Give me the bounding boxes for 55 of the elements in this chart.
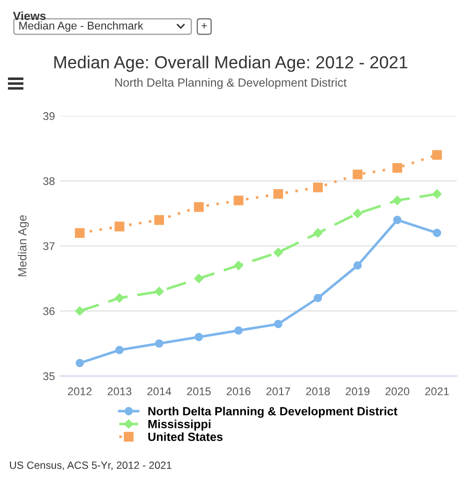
y-tick-label: 39	[43, 112, 55, 120]
y-tick-label: 37	[43, 242, 55, 250]
point	[274, 320, 282, 328]
point	[234, 196, 244, 206]
legend-label: United States	[148, 432, 223, 442]
y-tick-label: 38	[43, 177, 55, 186]
point	[234, 260, 244, 270]
x-tick-label: 2019	[346, 387, 370, 396]
text: Views	[12, 11, 46, 20]
point	[76, 358, 84, 368]
text: US Census, ACS 5-Yr, 2012 - 2021	[10, 462, 172, 470]
x-tick-label: 2018	[306, 387, 330, 396]
x-tick-label: 2012	[68, 387, 92, 396]
point	[352, 170, 362, 180]
point	[273, 189, 284, 199]
x-tick-label: 2017	[266, 387, 290, 396]
point	[154, 339, 164, 348]
point	[392, 163, 402, 173]
point	[74, 228, 85, 238]
y-tick-label: 35	[43, 372, 55, 380]
point	[352, 208, 362, 218]
point	[274, 248, 283, 258]
point	[194, 274, 204, 284]
chart-title: Median Age: Overall Median Age: 2012 - 2021	[54, 56, 408, 72]
x-tick-label: 2021	[425, 387, 449, 396]
x-tick-label: 2014	[147, 387, 172, 396]
point	[194, 202, 204, 212]
y-axis-title: Median Age	[18, 215, 29, 276]
point	[314, 294, 322, 302]
point	[194, 332, 204, 342]
point	[393, 216, 402, 224]
text: +	[202, 23, 207, 28]
x-tick-label: 2016	[226, 387, 250, 396]
point	[154, 286, 164, 296]
point	[432, 228, 442, 238]
legend-label: North Delta Planning & Development District	[148, 406, 398, 418]
point	[114, 222, 124, 232]
chart-subtitle: North Delta Planning & Development District	[115, 78, 347, 90]
point	[75, 306, 84, 316]
x-tick-label: 2015	[187, 387, 211, 396]
point	[313, 182, 323, 192]
point	[432, 189, 442, 199]
legend-label: Mississippi	[148, 420, 210, 431]
point	[392, 196, 402, 206]
point	[114, 293, 124, 303]
y-tick-label: 36	[43, 307, 55, 316]
point	[313, 228, 323, 238]
text: Median Age - Benchmark	[19, 21, 144, 32]
x-tick-label: 2020	[386, 387, 410, 396]
point	[115, 346, 124, 354]
x-tick-label: 2013	[108, 387, 132, 396]
point	[353, 261, 362, 270]
point	[234, 326, 243, 335]
point	[154, 215, 164, 225]
point	[432, 150, 442, 160]
